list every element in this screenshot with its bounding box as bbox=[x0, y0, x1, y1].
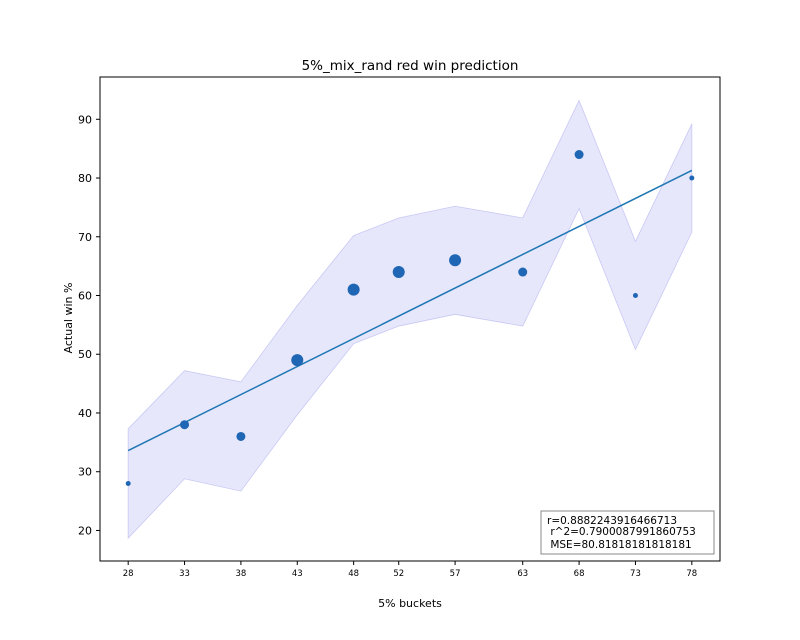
y-axis-label: Actual win % bbox=[62, 283, 75, 354]
x-tick-label-8: 68 bbox=[574, 569, 585, 579]
x-tick-label-6: 57 bbox=[450, 569, 461, 579]
data-point-4 bbox=[347, 283, 360, 296]
data-point-2 bbox=[236, 431, 246, 441]
x-tick-label-10: 78 bbox=[686, 569, 697, 579]
stats-line-r2: r^2=0.7900087991860753 bbox=[547, 526, 696, 538]
x-tick-label-1: 33 bbox=[179, 569, 190, 579]
x-tick-label-2: 38 bbox=[235, 569, 246, 579]
data-point-1 bbox=[180, 420, 190, 430]
chart-title: 5%_mix_rand red win prediction bbox=[302, 58, 519, 74]
regression-line bbox=[127, 169, 693, 452]
stats-box-frame bbox=[540, 510, 715, 555]
x-tick-label-3: 43 bbox=[292, 569, 303, 579]
data-point-8 bbox=[574, 150, 584, 160]
x-tick-label-7: 63 bbox=[517, 569, 528, 579]
axes-frame bbox=[99, 76, 721, 562]
y-tick-label-3: 50 bbox=[78, 348, 92, 361]
y-tick-label-2: 40 bbox=[78, 407, 92, 420]
y-tick-label-7: 90 bbox=[78, 113, 92, 126]
data-point-3 bbox=[291, 354, 304, 367]
y-tick-label-6: 80 bbox=[78, 172, 92, 185]
data-point-9 bbox=[632, 293, 638, 299]
data-point-6 bbox=[449, 254, 462, 267]
data-point-5 bbox=[392, 266, 405, 279]
x-tick-label-5: 52 bbox=[393, 569, 404, 579]
data-point-0 bbox=[125, 480, 131, 486]
stats-line-r: r=0.8882243916466713 bbox=[547, 515, 677, 527]
stats-annotation-box: r=0.8882243916466713 r^2=0.7900087991860… bbox=[540, 510, 715, 555]
x-tick-label-4: 48 bbox=[348, 569, 359, 579]
plot-area: 28 33 38 43 48 52 57 63 68 73 78 20 30 40 50 60 70 80 90 bbox=[78, 76, 721, 579]
y-tick-label-0: 20 bbox=[78, 524, 92, 537]
y-tick-label-4: 60 bbox=[78, 290, 92, 303]
x-tick-label-9: 73 bbox=[630, 569, 641, 579]
confidence-band bbox=[127, 99, 693, 540]
x-tick-label-0: 28 bbox=[123, 569, 134, 579]
y-tick-label-1: 30 bbox=[78, 466, 92, 479]
data-point-10 bbox=[689, 175, 695, 181]
data-point-7 bbox=[518, 267, 528, 277]
y-tick-label-5: 70 bbox=[78, 231, 92, 244]
stats-line-mse: MSE=80.81818181818181 bbox=[547, 539, 692, 551]
x-axis-label: 5% buckets bbox=[378, 597, 442, 610]
